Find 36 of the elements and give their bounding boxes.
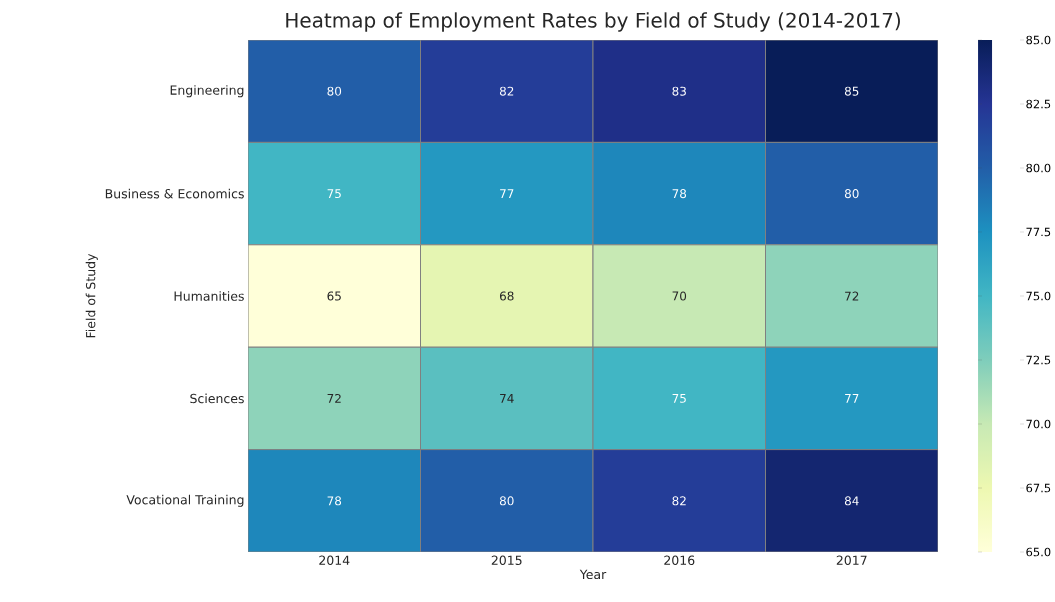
data-label: 77 xyxy=(845,394,859,403)
y-tick-label: Humanities xyxy=(174,291,244,301)
data-label: 70 xyxy=(672,291,687,301)
data-label: 72 xyxy=(845,291,859,301)
data-label: 68 xyxy=(499,291,514,301)
color-bar-label: 67.5 xyxy=(1026,483,1051,493)
data-label: 72 xyxy=(327,393,341,403)
y-tick-label: Engineering xyxy=(170,85,244,98)
color-bar-label: 80.0 xyxy=(1026,163,1051,173)
data-label: 80 xyxy=(499,496,514,506)
y-tick-label: Business & Economics xyxy=(105,188,244,199)
data-label: 75 xyxy=(672,393,686,403)
x-tick-label: 2014 xyxy=(319,555,350,565)
data-label: 75 xyxy=(327,189,341,199)
color-bar-label: 77.5 xyxy=(1026,227,1051,237)
data-label: 85 xyxy=(844,86,859,96)
color-bar-label: 72.5 xyxy=(1026,355,1051,365)
color-bar-label: 82.5 xyxy=(1026,99,1051,109)
x-tick-label: 2017 xyxy=(836,555,867,565)
y-axis-title: Field of Study xyxy=(85,253,98,338)
x-axis-title: Year xyxy=(579,569,607,580)
data-label: 82 xyxy=(499,86,514,96)
data-label: 80 xyxy=(844,189,859,199)
data-label: 74 xyxy=(500,394,514,403)
color-bar-label: 65.0 xyxy=(1026,547,1051,557)
y-tick-label: Vocational Training xyxy=(126,494,244,507)
x-tick-label: 2016 xyxy=(664,555,695,565)
chart-title: Heatmap of Employment Rates by Field of Study (2014-2017) xyxy=(286,12,900,32)
data-label: 84 xyxy=(844,496,859,506)
x-tick-label: 2015 xyxy=(491,555,522,565)
y-tick-label: Sciences xyxy=(190,393,244,404)
data-label: 78 xyxy=(672,189,687,199)
color-bar-label: 85.0 xyxy=(1026,35,1051,45)
color-bar-label: 75.0 xyxy=(1026,291,1051,301)
data-label: 77 xyxy=(500,189,514,198)
color-bar-label: 70.0 xyxy=(1026,419,1051,429)
